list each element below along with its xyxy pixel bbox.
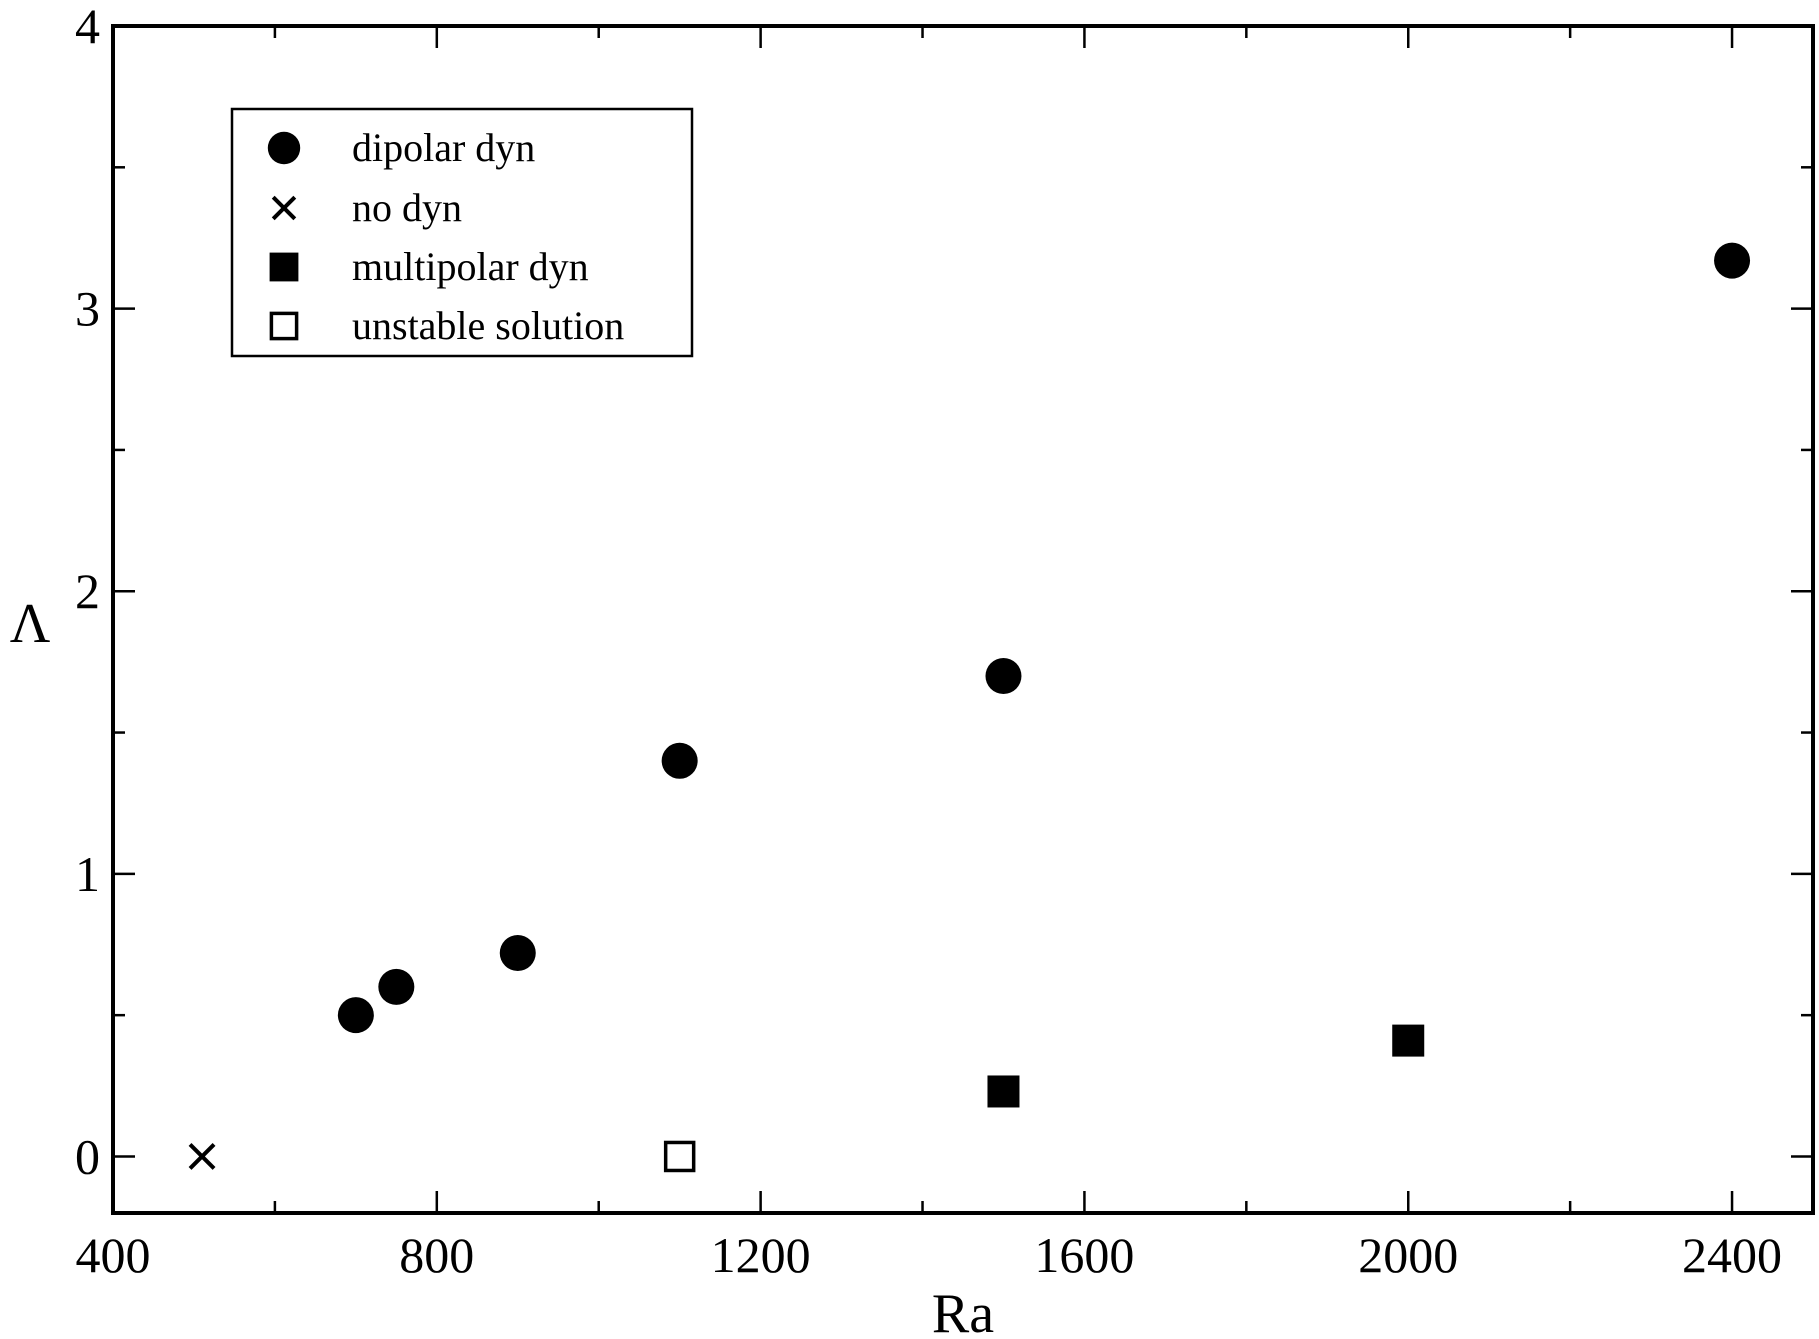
legend-marker-cross [271,195,297,221]
y-tick-label: 1 [75,846,100,902]
data-point-filled-circle [1714,242,1751,279]
x-tick-label: 400 [76,1227,151,1283]
legend-label: no dyn [352,185,462,230]
x-axis-label: Ra [932,1283,994,1339]
data-point-filled-square [987,1075,1020,1108]
legend-label: unstable solution [352,303,624,348]
data-point-filled-circle [378,968,415,1005]
y-axis-label: Λ [10,593,51,655]
legend-marker-open-square [269,311,299,341]
data-point-open-square [663,1140,696,1173]
legend-label: dipolar dyn [352,125,535,170]
data-point-filled-circle [661,742,698,779]
axis-ticks [111,24,1813,1213]
data-point-cross [188,1143,216,1170]
plot-frame [111,24,1815,1215]
y-tick-label: 2 [75,563,100,619]
y-tick-label: 3 [75,281,100,337]
tick-labels: 400 800 1200 1600 2000 2400 0 1 2 3 4 [75,0,1782,1283]
x-tick-label: 1600 [1034,1227,1134,1283]
data-point-filled-circle [985,658,1022,695]
y-tick-label: 4 [75,0,100,54]
y-tick-label: 0 [75,1128,100,1184]
legend-box [230,107,694,358]
data-point-filled-square [1392,1024,1425,1057]
x-tick-label: 1200 [711,1227,811,1283]
x-tick-label: 800 [399,1227,474,1283]
legend: dipolar dyn no dyn multipolar dyn unstable … [230,107,694,358]
legend-label: multipolar dyn [352,244,589,289]
legend-marker-filled-square [269,252,299,282]
data-point-filled-circle [499,934,536,971]
data-point-filled-circle [337,997,374,1034]
data-points [188,242,1751,1173]
legend-marker-filled-circle [267,131,301,165]
x-tick-label: 2400 [1682,1227,1782,1283]
x-tick-label: 2000 [1358,1227,1458,1283]
